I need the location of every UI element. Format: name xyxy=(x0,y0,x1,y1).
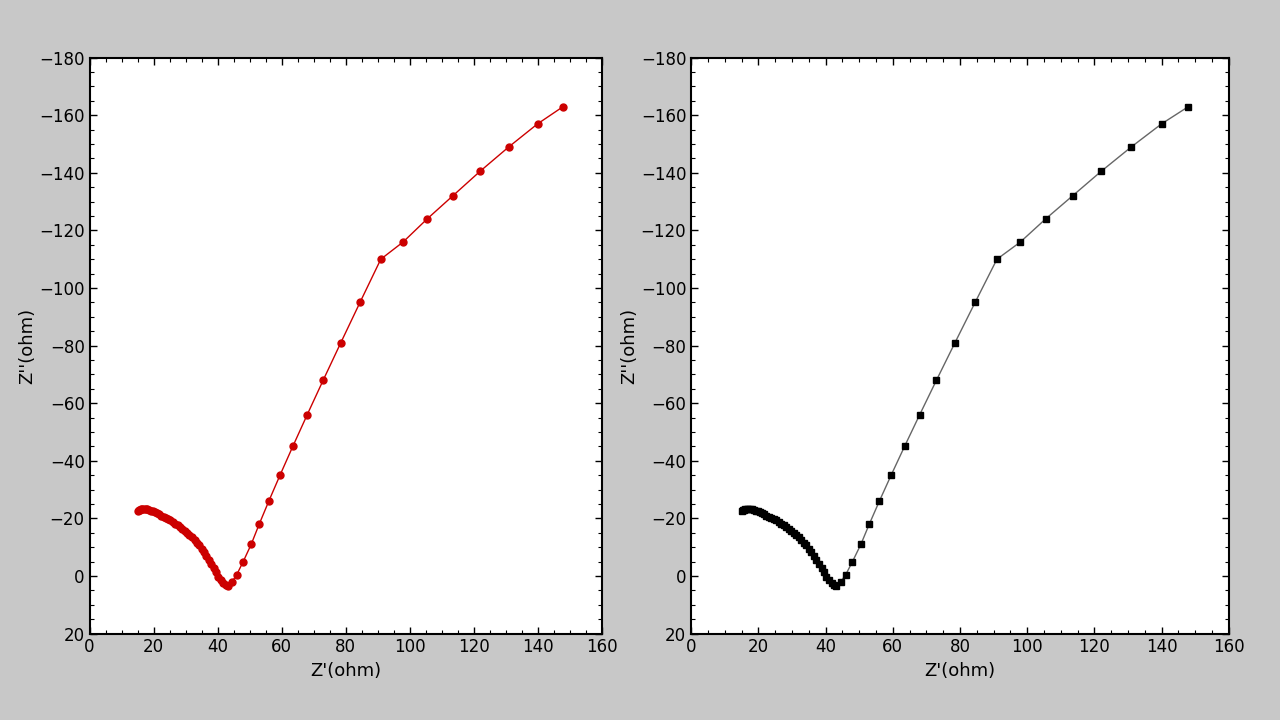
X-axis label: Z'(ohm): Z'(ohm) xyxy=(924,662,996,680)
X-axis label: Z'(ohm): Z'(ohm) xyxy=(310,662,381,680)
Y-axis label: Z''(ohm): Z''(ohm) xyxy=(18,307,36,384)
Y-axis label: Z''(ohm): Z''(ohm) xyxy=(620,307,637,384)
